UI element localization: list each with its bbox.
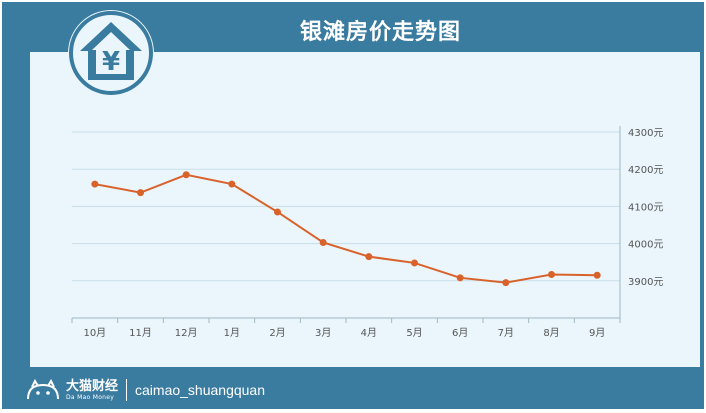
x-tick-label: 1月	[224, 327, 240, 339]
series-line	[94, 173, 598, 284]
svg-text:¥: ¥	[102, 47, 120, 77]
x-tick-label: 8月	[543, 327, 559, 339]
data-point	[182, 171, 190, 179]
chart-panel	[30, 52, 700, 367]
data-point	[411, 259, 418, 267]
brand-name: 大猫财经	[66, 378, 119, 394]
y-tick-label: 4200元	[628, 165, 663, 176]
footer-divider	[126, 379, 128, 401]
data-point	[502, 279, 510, 287]
line-chart: 3900元 4000元 4100元 4200元 4300元 10月 11月 12月 1月 2月 3…	[71, 126, 663, 339]
data-point	[548, 270, 555, 278]
house-yen-icon: ¥	[69, 11, 153, 95]
data-point	[91, 180, 99, 188]
x-tick-label: 9月	[589, 327, 605, 339]
y-tick-label: 4000元	[628, 240, 663, 251]
x-tick-label: 3月	[315, 327, 331, 339]
x-tick-label: 10月	[83, 327, 106, 339]
social-handle: caimao_shuangquan	[135, 382, 266, 398]
x-tick-label: 4月	[361, 327, 377, 339]
x-tick-label: 11月	[129, 327, 152, 339]
data-point	[456, 274, 464, 282]
data-point	[274, 208, 281, 216]
y-tick-label: 4300元	[628, 128, 663, 139]
data-point	[137, 189, 144, 197]
data-point	[228, 180, 236, 188]
footer: 大猫财经 Da Mao Money caimao_shuangquan	[26, 376, 265, 404]
x-tick-label: 7月	[498, 327, 514, 339]
cat-logo-icon	[27, 379, 59, 400]
brand-subtitle: Da Mao Money	[66, 393, 115, 401]
data-point	[365, 253, 373, 261]
x-tick-label: 6月	[452, 327, 468, 339]
y-tick-label: 4100元	[628, 202, 663, 213]
x-tick-label: 5月	[406, 327, 422, 339]
x-tick-label: 12月	[175, 327, 198, 339]
y-tick-label: 3900元	[628, 277, 663, 288]
data-point	[319, 238, 327, 246]
data-point	[593, 271, 601, 279]
page-title: 银滩房价走势图	[300, 20, 462, 45]
x-tick-label: 2月	[269, 327, 285, 339]
